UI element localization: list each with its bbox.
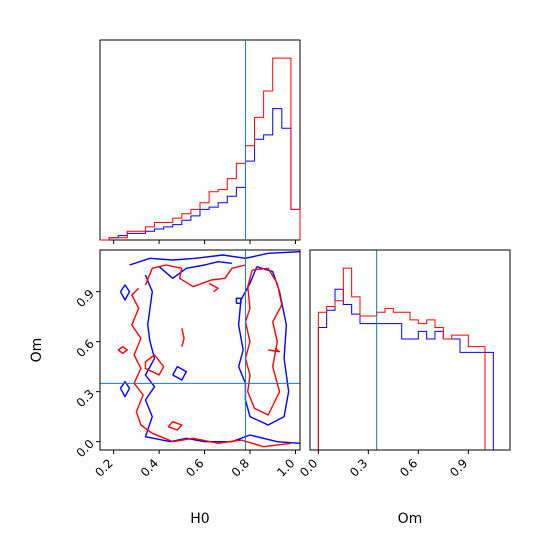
histogram-om-xtick-label: 0.0 [297, 456, 320, 479]
contour-line-2 [158, 260, 232, 280]
histogram-om-xtick-label: 0.3 [347, 456, 370, 479]
contour-ytick-label: 0.9 [74, 287, 97, 310]
contour-ytick-label: 0.6 [74, 337, 97, 360]
contour-line-13 [117, 345, 128, 355]
contour-line-9 [144, 264, 246, 288]
contour-line-17 [268, 347, 281, 353]
histogram-om-xtick-label: 0.9 [447, 456, 470, 479]
contour-line-15 [167, 420, 183, 431]
contour-xtick-label: 0.2 [92, 456, 115, 479]
contour-line-5 [172, 365, 188, 381]
contour-line-3 [144, 274, 301, 445]
contour-line-10 [131, 287, 291, 448]
contour-y-ticks: 0.0 0.3 0.6 0.9 [74, 287, 100, 460]
histogram-h0-panel [99, 39, 301, 244]
contour-xtick-label: 0.8 [229, 456, 252, 479]
histogram-h0-frame [99, 39, 301, 241]
y-axis-label-om: Om [29, 338, 45, 363]
contour-line-11 [244, 267, 283, 416]
histogram-h0-ticks [113, 240, 296, 244]
histogram-om-xtick-label: 0.6 [397, 456, 420, 479]
contour-h0-om-panel: 0.2 0.4 0.6 0.8 1.0 0.0 0.3 0.6 0.9 H0 Om [29, 249, 301, 527]
x-axis-label-h0: H0 [190, 511, 209, 527]
histogram-om-panel: 0.0 0.3 0.6 0.9 Om [297, 249, 511, 527]
x-axis-label-om: Om [398, 511, 423, 527]
histogram-om-series-2 [317, 267, 502, 451]
histogram-om-frame [309, 249, 511, 451]
histogram-om-ticks: 0.0 0.3 0.6 0.9 [297, 450, 470, 480]
contour-lines [117, 250, 301, 448]
contour-line-7 [119, 284, 131, 301]
contour-line-1 [129, 250, 301, 266]
contour-line-16 [208, 282, 219, 293]
contour-line-8 [235, 297, 242, 305]
contour-ytick-label: 0.3 [74, 387, 97, 410]
histogram-om-series-1 [317, 288, 502, 451]
contour-line-12 [144, 354, 165, 376]
histogram-h0-series-1 [100, 108, 301, 241]
histogram-h0-series [100, 57, 301, 241]
contour-line-6 [119, 380, 131, 398]
histogram-h0-series-2 [100, 57, 301, 241]
contour-xtick-label: 0.6 [183, 456, 206, 479]
contour-ytick-label: 0.0 [74, 437, 97, 460]
histogram-om-series [317, 267, 502, 451]
contour-x-ticks: 0.2 0.4 0.6 0.8 1.0 [92, 450, 298, 480]
contour-line-14 [181, 328, 185, 347]
contour-xtick-label: 1.0 [274, 456, 297, 479]
contour-xtick-label: 0.4 [138, 456, 161, 479]
contour-frame [99, 249, 301, 451]
contour-line-4 [237, 266, 290, 426]
